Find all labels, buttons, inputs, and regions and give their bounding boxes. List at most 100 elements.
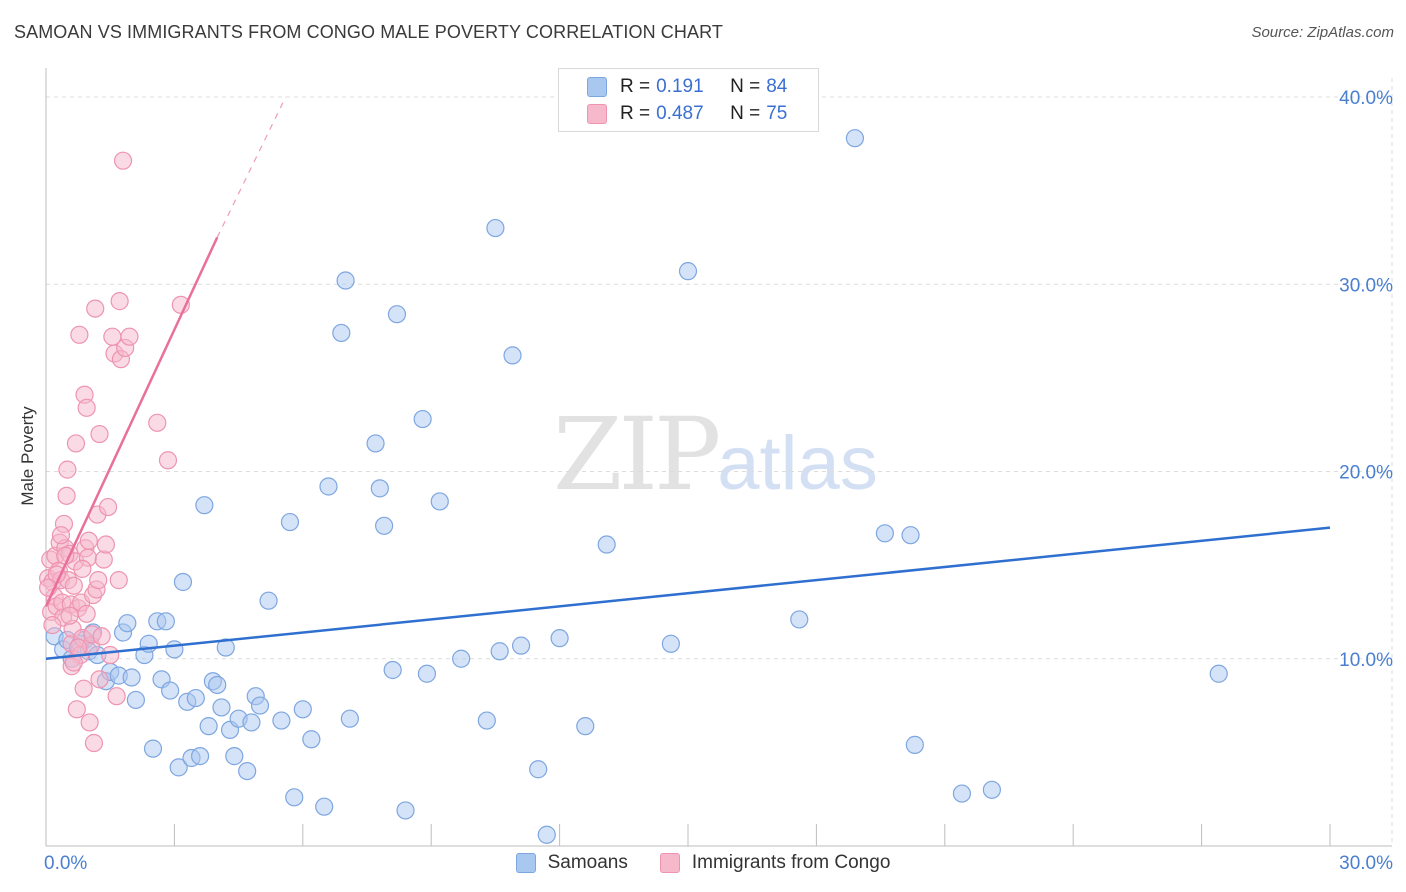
y-axis-label: Male Poverty xyxy=(18,406,37,506)
x-tick-label-min: 0.0% xyxy=(44,853,87,874)
congo-point-44 xyxy=(89,571,108,590)
legend-r-label: R = xyxy=(620,103,651,124)
samoans-point-22 xyxy=(161,681,180,700)
samoans-point-44 xyxy=(272,711,291,730)
samoans-point-52 xyxy=(340,709,359,728)
samoans-point-31 xyxy=(199,717,218,736)
legend-n-label: N = xyxy=(730,103,761,124)
series-swatch-blue xyxy=(515,853,536,873)
congo-point-35 xyxy=(79,531,98,550)
samoans-point-66 xyxy=(503,346,522,365)
source-label: Source: ZipAtlas.com xyxy=(1251,24,1394,41)
samoans-point-76 xyxy=(875,524,894,543)
samoans-point-50 xyxy=(332,323,351,343)
samoans-point-35 xyxy=(216,638,235,657)
samoans-point-33 xyxy=(208,675,227,695)
tick-label-layer: 10.0% 20.0% 30.0% 40.0% 0.0% 30.0% xyxy=(44,88,1393,874)
samoans-point-78 xyxy=(905,735,924,754)
samoans-point-14 xyxy=(122,668,141,687)
samoans-point-74 xyxy=(790,610,809,629)
y-tick-label-20: 20.0% xyxy=(1339,463,1393,484)
samoans-point-51 xyxy=(336,271,355,290)
legend-r-value: 0.487 xyxy=(656,103,704,124)
legend-r-value: 0.191 xyxy=(656,76,704,97)
congo-point-30 xyxy=(74,679,93,698)
chart-title: SAMOAN VS IMMIGRANTS FROM CONGO MALE POV… xyxy=(14,22,723,42)
congo-point-73 xyxy=(90,670,109,689)
congo-point-48 xyxy=(96,535,116,554)
samoans-point-37 xyxy=(225,747,244,766)
samoans-point-39 xyxy=(238,761,257,781)
samoans-point-79 xyxy=(952,784,972,803)
samoans-point-77 xyxy=(901,526,920,545)
grid-layer xyxy=(46,78,1393,846)
series-legend-congo[interactable]: Immigrants from Congo xyxy=(659,852,891,874)
series-legend-label: Samoans xyxy=(547,852,628,873)
samoans-point-45 xyxy=(280,512,300,532)
congo-point-68 xyxy=(60,606,79,625)
series-legend: Samoans Immigrants from Congo xyxy=(0,852,1406,874)
congo-point-64 xyxy=(43,615,62,635)
samoans-point-62 xyxy=(452,649,471,668)
y-tick-label-40: 40.0% xyxy=(1339,88,1393,109)
samoans-point-24 xyxy=(169,758,188,777)
samoans-point-83 xyxy=(285,788,304,807)
samoans-point-47 xyxy=(302,730,321,749)
congo-point-59 xyxy=(120,327,139,346)
congo-point-40 xyxy=(84,733,104,753)
samoans-point-46 xyxy=(293,700,312,719)
congo-point-70 xyxy=(68,638,88,657)
congo-point-54 xyxy=(109,571,128,590)
congo-point-15 xyxy=(58,460,77,479)
samoans-point-71 xyxy=(597,535,616,554)
series-legend-label: Immigrants from Congo xyxy=(691,852,891,873)
samoans-point-42 xyxy=(250,696,270,715)
samoans-point-69 xyxy=(537,825,556,844)
congo-point-50 xyxy=(101,645,120,665)
trend-layer xyxy=(44,96,1331,660)
congo-point-46 xyxy=(92,627,111,646)
congo-point-71 xyxy=(73,559,92,578)
samoans-point-43 xyxy=(259,591,278,610)
legend-row-samoans: R = 0.191 N = 84 xyxy=(587,75,787,99)
samoans-point-49 xyxy=(319,477,338,496)
watermark-zip: ZIP xyxy=(553,396,721,513)
series-swatch-pink xyxy=(659,853,680,873)
samoans-point-25 xyxy=(173,572,193,592)
samoans-point-53 xyxy=(366,434,385,453)
samoans-point-57 xyxy=(387,305,407,324)
samoans-point-75 xyxy=(845,129,865,148)
congo-point-23 xyxy=(66,434,86,453)
samoans-point-15 xyxy=(126,690,145,710)
y-tick-label-10: 10.0% xyxy=(1339,650,1393,671)
samoans-point-63 xyxy=(477,711,496,730)
congo-point-24 xyxy=(67,700,86,719)
samoans-point-70 xyxy=(576,717,595,736)
samoans-point-34 xyxy=(212,698,231,717)
congo-point-36 xyxy=(80,713,99,732)
stats-legend: R = 0.191 N = 84 R = 0.487 N = 75 xyxy=(558,68,819,132)
watermark: ZIPatlas xyxy=(553,396,878,513)
y-tick-label-30: 30.0% xyxy=(1339,275,1393,296)
congo-point-66 xyxy=(51,526,71,545)
legend-swatch-blue xyxy=(587,77,607,97)
samoans-point-64 xyxy=(486,218,505,238)
samoans-point-48 xyxy=(315,797,334,816)
congo-point-21 xyxy=(64,576,83,595)
samoans-point-67 xyxy=(511,636,531,655)
congo-point-14 xyxy=(57,486,76,505)
legend-n-label: N = xyxy=(730,76,761,97)
samoans-point-72 xyxy=(661,634,680,653)
congo-point-41 xyxy=(86,299,105,318)
series-legend-samoans[interactable]: Samoans xyxy=(515,852,628,874)
samoans-point-29 xyxy=(190,747,210,766)
samoans-point-23 xyxy=(165,640,184,659)
samoans-point-73 xyxy=(678,262,698,281)
congo-point-33 xyxy=(77,398,96,417)
legend-swatch-pink xyxy=(587,104,607,124)
samoans-point-81 xyxy=(1209,664,1228,683)
points-layer xyxy=(39,129,1228,844)
samoans-point-68 xyxy=(529,760,548,779)
samoans-point-54 xyxy=(370,479,389,498)
